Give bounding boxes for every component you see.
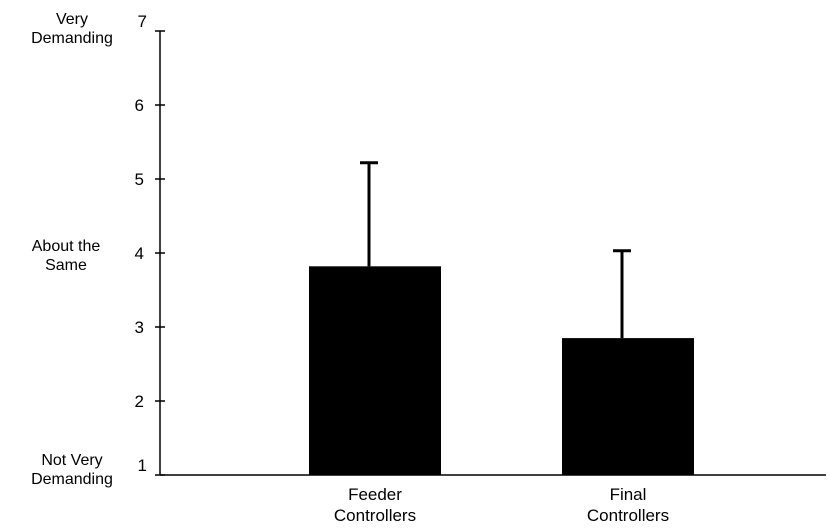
y-tick-label-2: 2 (135, 392, 144, 411)
y-anchor-label-about-the-same: About the Same (32, 238, 101, 274)
category-label-final-controllers: Final Controllers (587, 485, 669, 525)
y-tick-label-6: 6 (135, 96, 144, 115)
y-tick-label-7: 7 (138, 12, 147, 31)
y-tick-label-3: 3 (135, 318, 144, 337)
y-tick-label-1: 1 (138, 456, 147, 475)
y-anchor-label-line: Demanding (31, 471, 113, 488)
y-anchor-label-line: Demanding (31, 30, 113, 47)
category-label-line: Feeder (348, 485, 402, 504)
bar-2 (562, 338, 694, 475)
y-tick-label-5: 5 (135, 170, 144, 189)
category-label-line: Final (610, 485, 647, 504)
error-bars-group (360, 161, 631, 339)
bar-1 (309, 266, 441, 475)
y-anchor-label-line: Not Very (41, 452, 102, 469)
y-anchor-label-very-demanding: Very Demanding (31, 11, 113, 47)
y-anchor-label-line: About the (32, 238, 101, 255)
bars-group (309, 266, 694, 475)
labels-group: 1 2 3 4 5 6 7 Very Demanding About the Same Not Ver… (31, 11, 669, 525)
category-label-line: Controllers (334, 506, 416, 525)
y-anchor-label-not-very-demanding: Not Very Demanding (31, 452, 113, 488)
category-label-feeder-controllers: Feeder Controllers (334, 485, 416, 525)
axes-group (155, 30, 826, 476)
y-anchor-label-line: Very (56, 11, 88, 28)
y-tick-label-4: 4 (135, 244, 144, 263)
y-anchor-label-line: Same (45, 257, 87, 274)
category-label-line: Controllers (587, 506, 669, 525)
